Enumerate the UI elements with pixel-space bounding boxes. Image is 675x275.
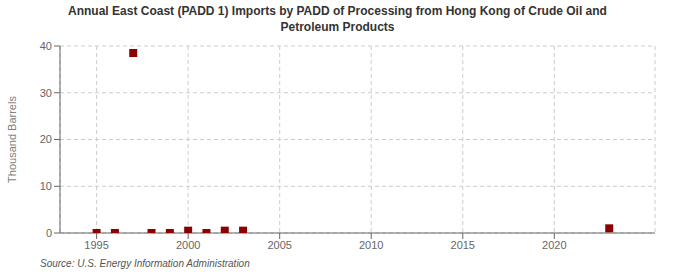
svg-text:10: 10 [40,180,52,192]
svg-text:2005: 2005 [267,239,291,251]
svg-text:2020: 2020 [542,239,566,251]
svg-text:40: 40 [40,40,52,52]
svg-text:2010: 2010 [359,239,383,251]
html-text:Petroleum Products: Petroleum Products [280,20,395,34]
svg-text:Thousand Barrels: Thousand Barrels [8,96,18,183]
svg-text:20: 20 [40,133,52,145]
svg-text:0: 0 [46,227,52,239]
html-text:Source: U.S. Energy Informatio: Source: U.S. Energy Information Administ… [40,258,250,269]
svg-text:30: 30 [40,87,52,99]
svg-text:2015: 2015 [451,239,475,251]
svg-text:1995: 1995 [84,239,108,251]
html-text:Annual East Coast (PADD 1) Imp: Annual East Coast (PADD 1) Imports by PA… [68,4,607,18]
svg-text:2000: 2000 [176,239,200,251]
